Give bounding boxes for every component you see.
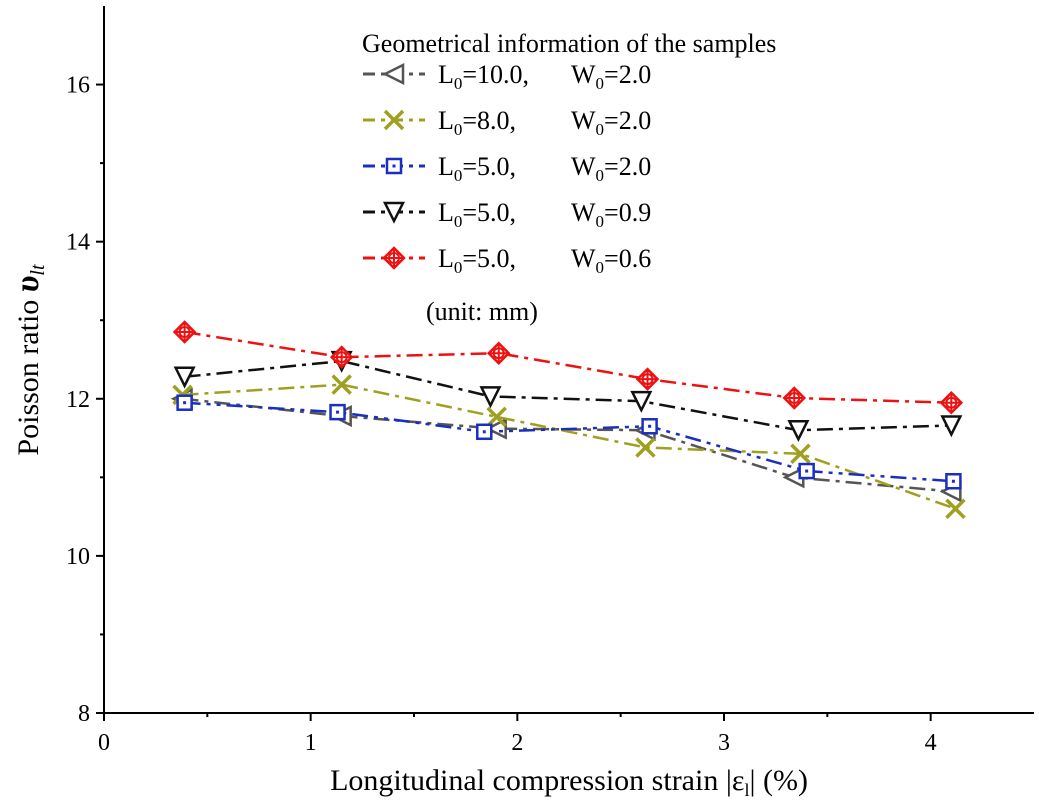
legend-label-L: L0=10.0,: [438, 60, 529, 93]
y-tick-label-1: 10: [66, 544, 90, 570]
data-point-s-l5-w20-4: [798, 462, 815, 480]
series-line-s-l8-w20: [182, 383, 956, 510]
x-tick-label-3: 3: [718, 730, 730, 756]
series-s-l8-w20: [172, 374, 966, 519]
legend-label-W: W0=2.0: [571, 152, 651, 185]
legend-entry-s-l5-w20: L0=5.0, W0=2.0: [363, 152, 651, 185]
data-point-s-l8-w20-4: [790, 443, 811, 465]
x-ticks: 0 1 2 3 4: [98, 713, 937, 756]
data-point-s-l5-w09-4: [787, 419, 810, 442]
data-point-s-l8-w20-3: [635, 437, 656, 458]
series-line-s-l5-w09: [184, 359, 952, 432]
data-point-s-l5-w09-3: [630, 390, 653, 413]
data-point-s-l5-w20-3: [641, 418, 658, 435]
series-s-l5-w20: [176, 394, 962, 490]
data-point-s-l5-w09-2: [479, 386, 502, 409]
y-ticks: 8 10 12 14 16: [66, 73, 104, 727]
series-line-s-l10-w20: [182, 397, 952, 493]
legend-marker-s-l8-w20: [383, 109, 405, 131]
legend-entry-s-l5-w09: L0=5.0, W0=0.9: [363, 198, 651, 231]
legend-label-L: L0=5.0,: [438, 244, 516, 277]
data-point-s-l5-w20-5: [945, 473, 962, 490]
data-point-s-l5-w06-1: [329, 345, 354, 369]
data-point-s-l5-w09-0: [173, 366, 196, 389]
y-tick-label-0: 8: [78, 701, 90, 727]
data-point-s-l8-w20-1: [331, 374, 352, 395]
legend-label-W: W0=2.0: [571, 60, 651, 93]
legend-marker-s-l5-w20: [385, 157, 403, 175]
data-point-s-l5-w06-2: [486, 341, 511, 365]
legend-label-W: W0=0.6: [571, 244, 651, 277]
data-point-s-l8-w20-2: [486, 406, 507, 428]
series-line-s-l5-w06: [184, 330, 952, 404]
x-axis-title: Longitudinal compression strain |εl| (%): [330, 764, 808, 800]
legend-marker-s-l10-w20: [382, 62, 405, 86]
legend-label-W: W0=2.0: [571, 106, 651, 139]
y-tick-label-3: 14: [66, 230, 90, 256]
legend-title: Geometrical information of the samples: [362, 29, 776, 58]
data-point-s-l5-w20-1: [329, 403, 346, 421]
legend-label-L: L0=8.0,: [438, 106, 516, 139]
legend-label-L: L0=5.0,: [438, 198, 516, 231]
data-point-s-l5-w06-4: [782, 386, 807, 410]
x-tick-label-1: 1: [305, 730, 317, 756]
data-point-s-l10-w20-2: [484, 417, 507, 440]
legend-marker-s-l5-w06: [382, 246, 406, 270]
legend-label-L: L0=5.0,: [438, 152, 516, 185]
data-point-s-l5-w20-2: [476, 423, 493, 441]
legend-entries: L0=10.0, W0=2.0 L0=8.0, W0=2.0 L0=5.0, W0=2.0…: [363, 60, 651, 277]
series-line-s-l5-w20: [184, 401, 954, 483]
y-axis-title: Poisson ratio υlt: [9, 264, 49, 456]
series-s-l5-w06: [172, 320, 964, 415]
legend-entry-s-l5-w06: L0=5.0, W0=0.6: [363, 244, 651, 277]
legend-label-W: W0=0.9: [571, 198, 651, 231]
series-s-l10-w20: [170, 387, 962, 503]
legend-entry-s-l10-w20: L0=10.0, W0=2.0: [363, 60, 651, 93]
legend-marker-s-l5-w09: [382, 201, 406, 224]
data-point-s-l5-w06-3: [635, 367, 660, 391]
x-tick-label-2: 2: [511, 730, 523, 756]
axes: [103, 6, 1034, 714]
series-layer: [170, 320, 966, 519]
data-point-s-l5-w06-5: [939, 390, 964, 415]
x-tick-label-4: 4: [925, 730, 937, 756]
x-tick-label-0: 0: [98, 730, 110, 756]
data-point-s-l5-w09-5: [940, 415, 963, 438]
y-tick-label-4: 16: [66, 73, 90, 99]
data-point-s-l5-w20-0: [176, 394, 193, 411]
legend-entry-s-l8-w20: L0=8.0, W0=2.0: [363, 106, 651, 139]
y-tick-label-2: 12: [66, 387, 90, 413]
legend: Geometrical information of the samples L…: [362, 29, 776, 326]
data-point-s-l5-w06-0: [172, 320, 197, 344]
legend-note: (unit: mm): [426, 297, 538, 326]
data-point-s-l8-w20-5: [945, 498, 966, 519]
